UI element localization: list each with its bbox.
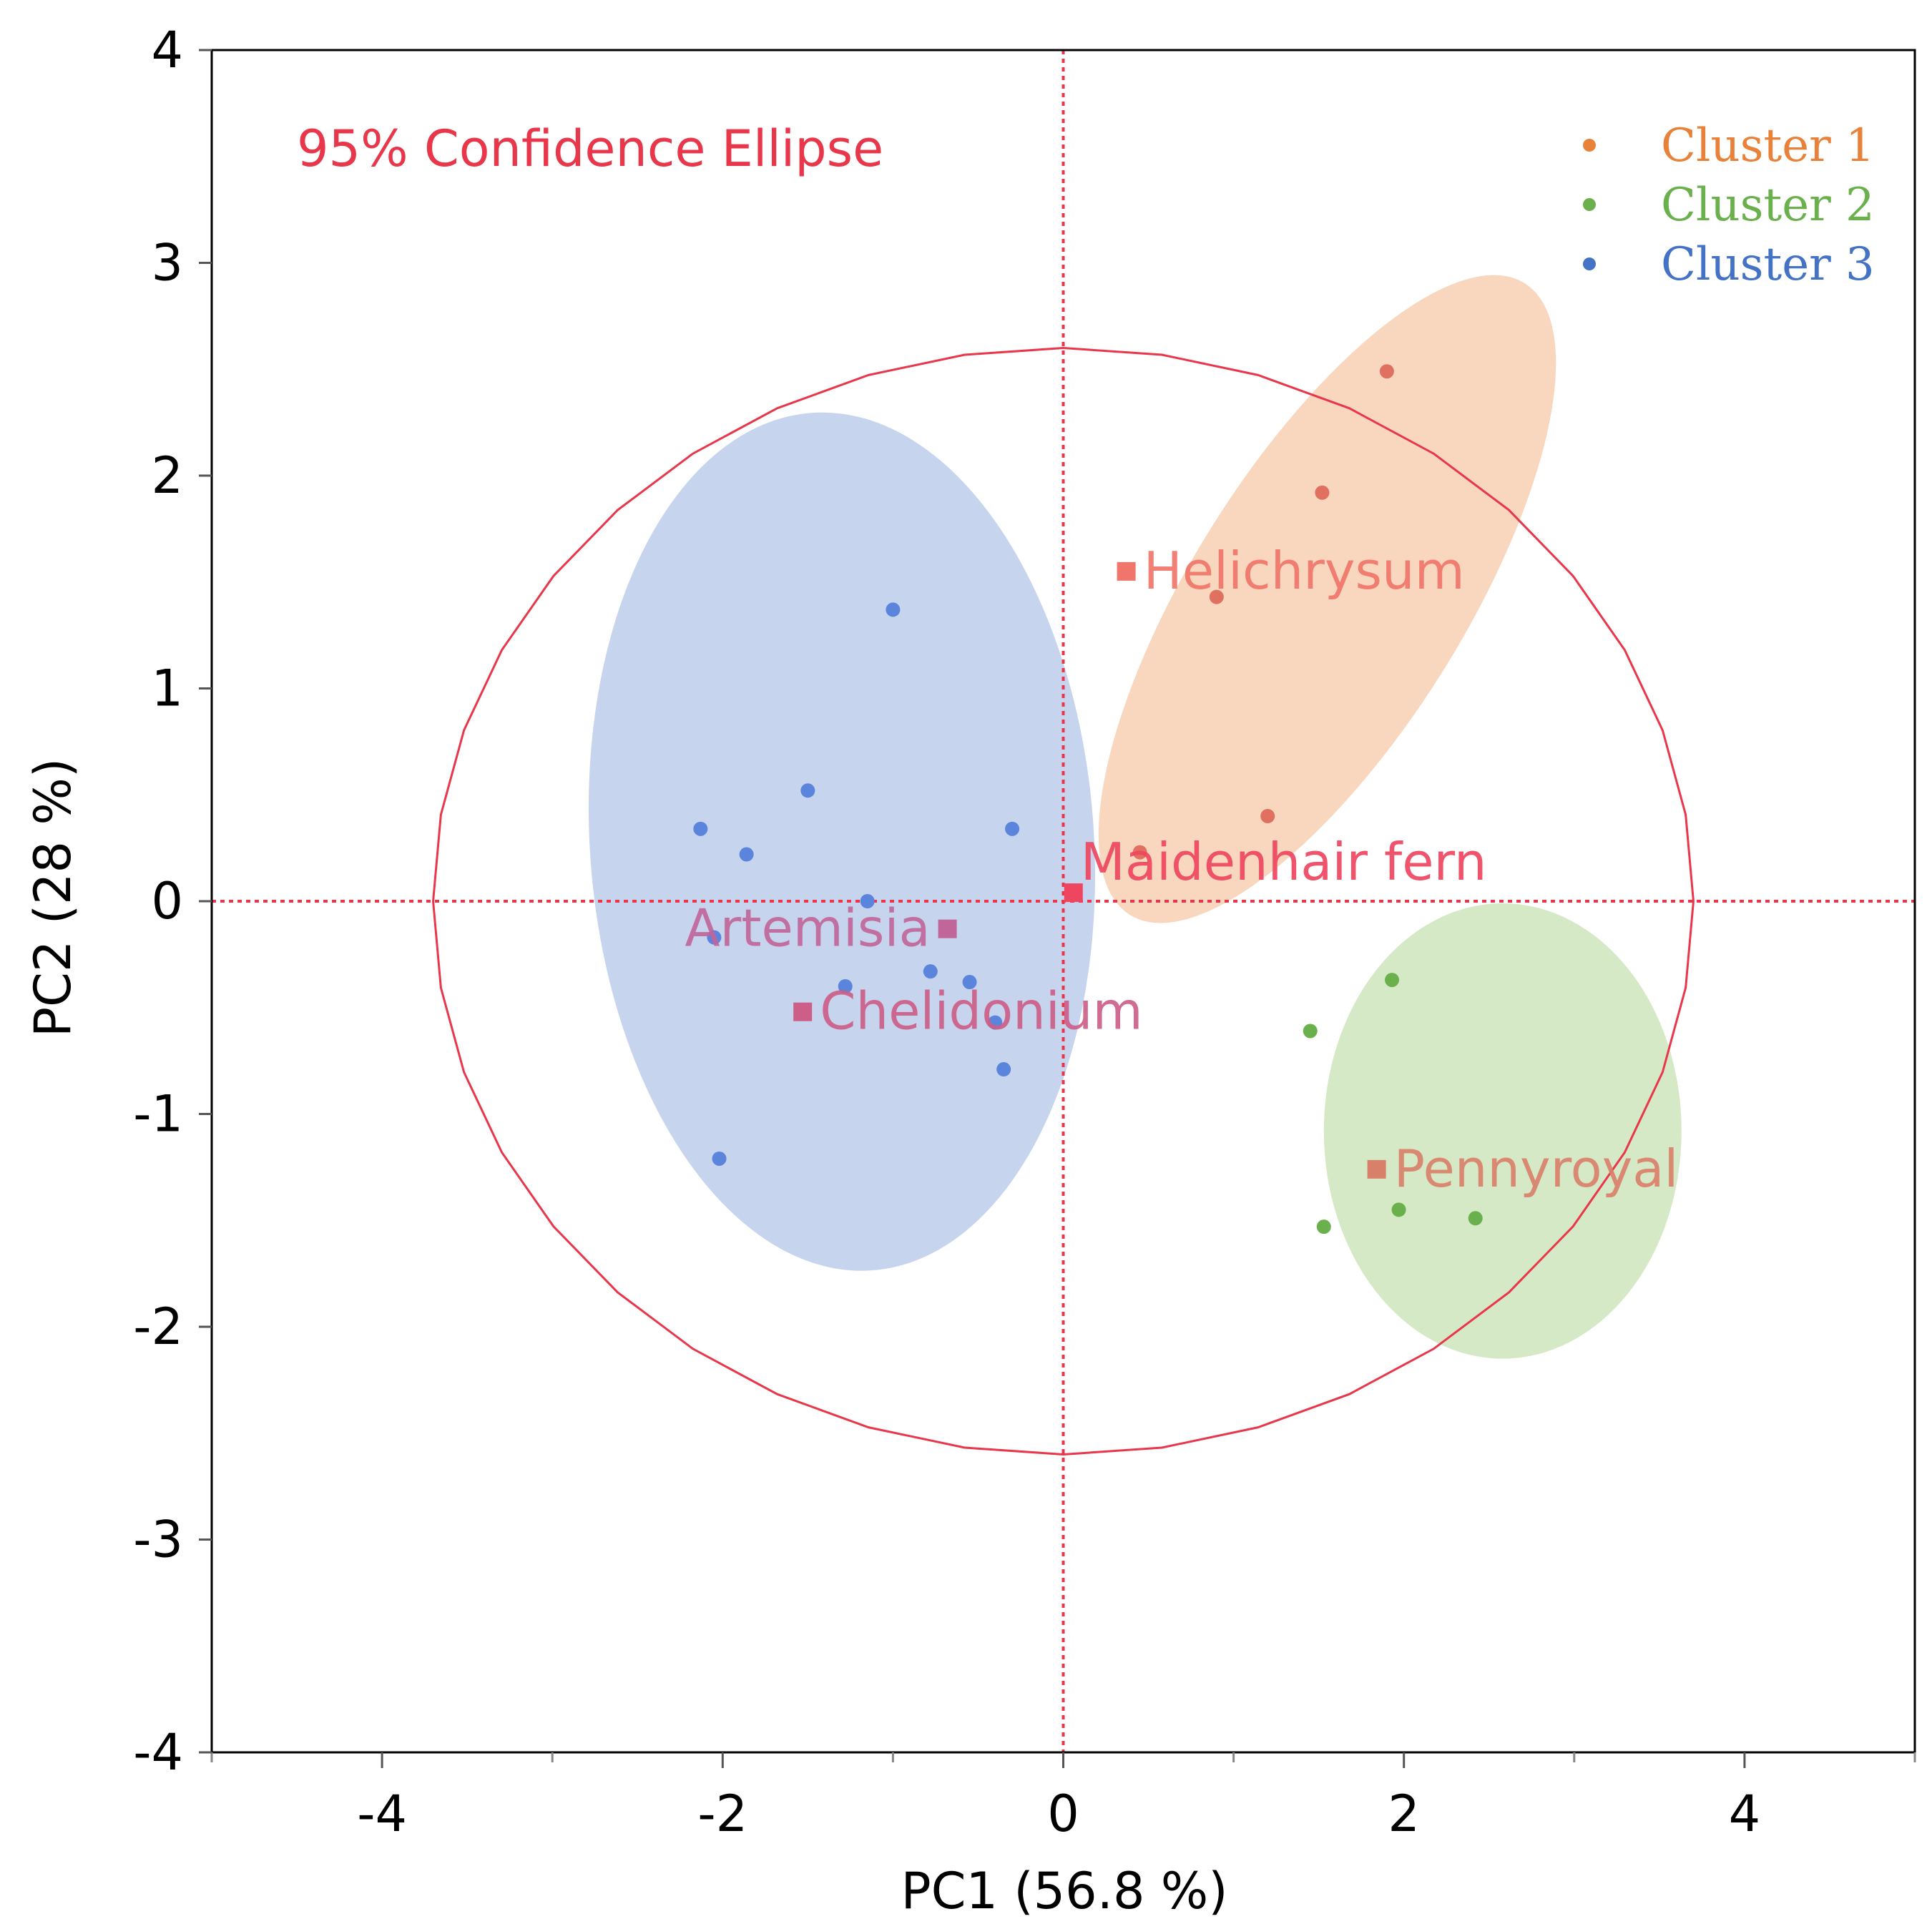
legend-marker-cluster-1 xyxy=(1583,139,1596,152)
x-tick-label: -4 xyxy=(357,1785,407,1843)
legend-item-cluster-3: Cluster 3 xyxy=(1583,238,1875,291)
y-tick-label: -1 xyxy=(133,1085,183,1144)
y-tick-label: 0 xyxy=(151,872,183,931)
points-layer xyxy=(693,364,1483,1235)
data-point-cluster-3-2 xyxy=(693,821,708,836)
data-point-cluster-3-10 xyxy=(988,1015,1003,1030)
y-tick-label: 3 xyxy=(151,234,183,293)
cluster-ellipse-cluster-2 xyxy=(1323,903,1682,1359)
x-tick-label: 2 xyxy=(1388,1785,1420,1843)
cluster-ellipse-cluster-3 xyxy=(588,412,1095,1271)
data-point-cluster-2-3 xyxy=(1468,1211,1483,1226)
confidence-annotation: 95% Confidence Ellipse xyxy=(297,119,883,178)
confidence-ellipse-layer xyxy=(432,346,1695,1456)
data-point-cluster-3-11 xyxy=(996,1062,1011,1077)
data-point-cluster-1-1 xyxy=(1315,485,1330,500)
data-point-cluster-3-9 xyxy=(838,979,853,993)
legend-label-cluster-1: Cluster 1 xyxy=(1661,119,1875,172)
x-axis-label: PC1 (56.8 %) xyxy=(901,1862,1227,1920)
x-tick-label: -2 xyxy=(697,1785,747,1843)
centroid-marker-helichrysum xyxy=(1117,561,1136,581)
legend-marker-cluster-2 xyxy=(1583,198,1596,211)
data-point-cluster-3-3 xyxy=(739,847,754,862)
data-point-cluster-3-0 xyxy=(886,602,901,617)
data-point-cluster-3-7 xyxy=(923,964,938,979)
legend-label-cluster-2: Cluster 2 xyxy=(1661,179,1875,232)
legend-marker-cluster-3 xyxy=(1583,257,1596,270)
legend-item-cluster-1: Cluster 1 xyxy=(1583,119,1875,172)
y-tick-label: -2 xyxy=(133,1297,183,1356)
data-point-cluster-2-4 xyxy=(1316,1219,1331,1235)
confidence-ellipse xyxy=(432,346,1695,1456)
legend-item-cluster-2: Cluster 2 xyxy=(1583,179,1875,232)
data-point-cluster-1-0 xyxy=(1379,364,1394,379)
data-point-cluster-3-4 xyxy=(1005,821,1020,836)
centroid-marker-artemisia xyxy=(938,919,957,938)
centroid-marker-chelidonium xyxy=(793,1002,813,1021)
centroid-label-helichrysum: Helichrysum xyxy=(1144,541,1465,601)
data-point-cluster-2-1 xyxy=(1303,1024,1318,1039)
legend-label-cluster-3: Cluster 3 xyxy=(1661,238,1875,291)
data-point-cluster-2-0 xyxy=(1385,973,1400,988)
centroid-marker-maidenhair-fern xyxy=(1064,883,1083,903)
axes-layer: -4 -2 0 2 4 -4 -3 -2 -1 0 1 2 3 4 xyxy=(133,21,1916,1843)
centroids-layer: Helichrysum Maidenhair fern Artemisia Cheli… xyxy=(685,541,1678,1199)
legend: Cluster 1 Cluster 2 Cluster 3 xyxy=(1583,119,1875,291)
centroid-label-maidenhair-fern: Maidenhair fern xyxy=(1081,832,1487,892)
centroid-label-pennyroyal: Pennyroyal xyxy=(1394,1139,1679,1199)
data-point-cluster-3-12 xyxy=(712,1151,727,1166)
reference-lines-layer xyxy=(212,50,1915,1752)
data-point-cluster-3-5 xyxy=(860,894,875,908)
y-tick-label: 2 xyxy=(151,446,183,505)
cluster-ellipse-cluster-1 xyxy=(1098,275,1556,923)
x-tick-label: 4 xyxy=(1729,1785,1761,1843)
data-point-cluster-3-8 xyxy=(962,975,977,990)
centroid-label-artemisia: Artemisia xyxy=(685,898,930,958)
centroid-label-chelidonium: Chelidonium xyxy=(820,981,1142,1041)
data-point-cluster-3-6 xyxy=(707,930,722,945)
cluster-ellipses-layer xyxy=(588,275,1682,1359)
x-tick-label: 0 xyxy=(1047,1785,1079,1843)
data-point-cluster-1-3 xyxy=(1260,809,1275,823)
y-tick-label: 4 xyxy=(151,21,183,79)
data-point-cluster-1-4 xyxy=(1132,845,1147,860)
y-tick-label: 1 xyxy=(151,659,183,718)
y-axis-label: PC2 (28 %) xyxy=(24,758,82,1037)
y-tick-label: -4 xyxy=(133,1723,183,1782)
data-point-cluster-1-2 xyxy=(1209,589,1224,604)
data-point-cluster-3-1 xyxy=(800,783,815,798)
data-point-cluster-2-2 xyxy=(1391,1202,1406,1217)
centroid-marker-pennyroyal xyxy=(1367,1159,1386,1179)
y-tick-label: -3 xyxy=(133,1511,183,1569)
